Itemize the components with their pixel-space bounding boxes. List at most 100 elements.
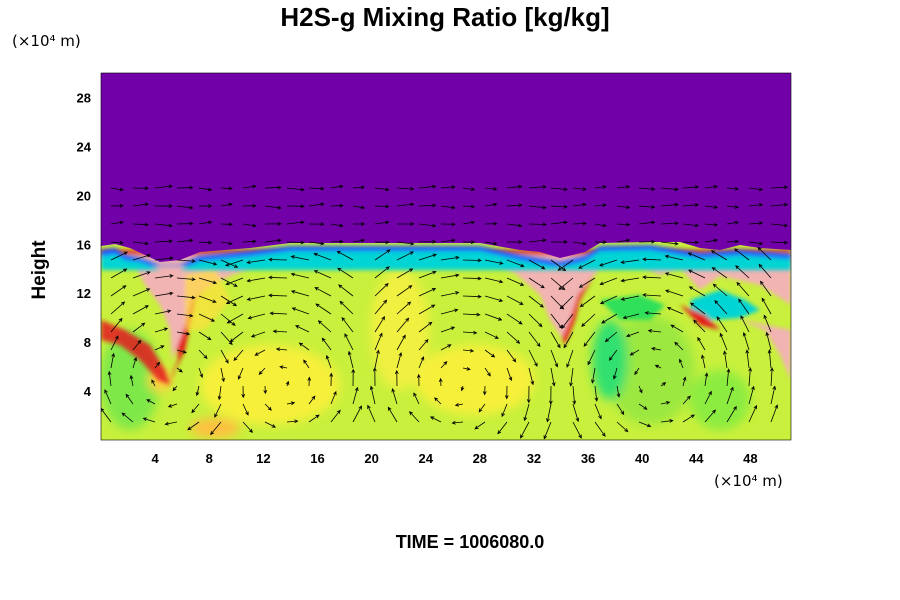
- velocity-arrow: [264, 205, 282, 210]
- velocity-arrow: [594, 385, 599, 402]
- velocity-vectors: [101, 184, 789, 440]
- velocity-arrow: [295, 325, 310, 333]
- x-tick-label: 12: [256, 451, 270, 466]
- velocity-arrow: [286, 204, 305, 209]
- velocity-arrow: [418, 203, 437, 208]
- velocity-arrow: [594, 240, 607, 245]
- velocity-arrow: [484, 349, 496, 358]
- velocity-arrow: [308, 241, 325, 246]
- velocity-arrow: [616, 222, 631, 227]
- velocity-arrow: [506, 331, 521, 344]
- velocity-arrow: [110, 301, 126, 315]
- velocity-arrow: [321, 337, 332, 351]
- velocity-arrow: [225, 277, 244, 286]
- velocity-arrow: [246, 295, 266, 301]
- velocity-arrow: [625, 331, 640, 338]
- velocity-arrow: [559, 295, 574, 310]
- velocity-arrow: [770, 240, 789, 245]
- velocity-arrow: [528, 205, 547, 210]
- velocity-arrow: [330, 223, 344, 228]
- velocity-arrow: [726, 386, 734, 405]
- velocity-arrow: [599, 259, 618, 267]
- velocity-arrow: [660, 400, 671, 405]
- x-tick-label: 20: [364, 451, 378, 466]
- velocity-arrow: [440, 205, 456, 210]
- velocity-arrow: [254, 349, 266, 356]
- velocity-arrow: [416, 373, 421, 387]
- velocity-arrow: [638, 220, 656, 225]
- velocity-arrow: [341, 316, 354, 333]
- velocity-arrow: [587, 349, 596, 366]
- velocity-arrow: [622, 313, 640, 320]
- velocity-arrow: [396, 186, 415, 191]
- velocity-arrow: [440, 185, 456, 189]
- velocity-arrow: [523, 403, 530, 422]
- velocity-arrow: [572, 421, 582, 439]
- velocity-arrow: [272, 329, 288, 334]
- velocity-arrow: [374, 299, 388, 315]
- velocity-arrow: [546, 403, 552, 423]
- velocity-arrow: [682, 223, 700, 228]
- velocity-arrow: [484, 295, 504, 302]
- velocity-arrow: [391, 388, 398, 405]
- velocity-arrow: [132, 222, 149, 227]
- velocity-arrow: [484, 187, 498, 191]
- velocity-arrow: [748, 241, 764, 246]
- velocity-arrow: [462, 204, 476, 209]
- velocity-arrow: [528, 277, 545, 289]
- velocity-arrow: [484, 331, 499, 339]
- velocity-arrow: [572, 221, 587, 226]
- y-tick-label: 16: [77, 237, 91, 252]
- velocity-arrow: [198, 277, 218, 285]
- velocity-arrow: [409, 411, 420, 423]
- velocity-arrow: [110, 220, 124, 225]
- velocity-arrow: [550, 277, 566, 291]
- velocity-arrow: [154, 361, 161, 369]
- velocity-arrow: [151, 379, 156, 387]
- velocity-arrow: [629, 349, 640, 356]
- velocity-arrow: [528, 331, 541, 348]
- velocity-arrow: [757, 246, 772, 261]
- velocity-arrow: [210, 421, 222, 436]
- velocity-arrow: [506, 184, 523, 189]
- velocity-arrow: [263, 385, 268, 395]
- velocity-arrow: [394, 369, 399, 387]
- velocity-arrow: [440, 326, 456, 333]
- velocity-arrow: [506, 223, 523, 228]
- velocity-arrow: [704, 390, 712, 405]
- velocity-arrow: [313, 252, 332, 261]
- velocity-arrow: [550, 259, 567, 272]
- velocity-arrow: [418, 239, 437, 244]
- velocity-arrow: [110, 335, 119, 351]
- velocity-arrow: [462, 348, 475, 353]
- velocity-arrow: [290, 272, 310, 279]
- velocity-arrow: [264, 238, 282, 243]
- x-axis-unit: (×10⁴ m): [714, 472, 783, 490]
- x-tick-label: 28: [473, 451, 487, 466]
- velocity-arrow: [550, 367, 556, 387]
- velocity-arrow: [528, 238, 547, 243]
- velocity-arrow: [526, 385, 531, 404]
- velocity-arrow: [308, 414, 320, 423]
- velocity-arrow: [418, 288, 437, 297]
- velocity-arrow: [317, 320, 332, 333]
- velocity-arrow: [374, 220, 390, 225]
- velocity-arrow: [506, 367, 513, 382]
- velocity-arrow: [438, 377, 443, 387]
- velocity-arrow: [176, 277, 196, 282]
- velocity-arrow: [154, 256, 174, 261]
- velocity-arrow: [716, 316, 728, 333]
- x-tick-label: 32: [527, 451, 541, 466]
- velocity-arrow: [330, 390, 337, 405]
- velocity-arrow: [330, 409, 341, 423]
- velocity-arrow: [298, 342, 310, 351]
- x-tick-label: 16: [310, 451, 324, 466]
- velocity-arrow: [528, 367, 535, 386]
- velocity-arrow: [688, 269, 706, 279]
- velocity-arrow: [198, 367, 204, 379]
- velocity-arrow: [484, 241, 498, 246]
- y-tick-label: 20: [77, 188, 91, 203]
- velocity-arrow: [748, 367, 753, 387]
- velocity-arrow: [759, 280, 772, 297]
- velocity-arrow: [198, 349, 208, 360]
